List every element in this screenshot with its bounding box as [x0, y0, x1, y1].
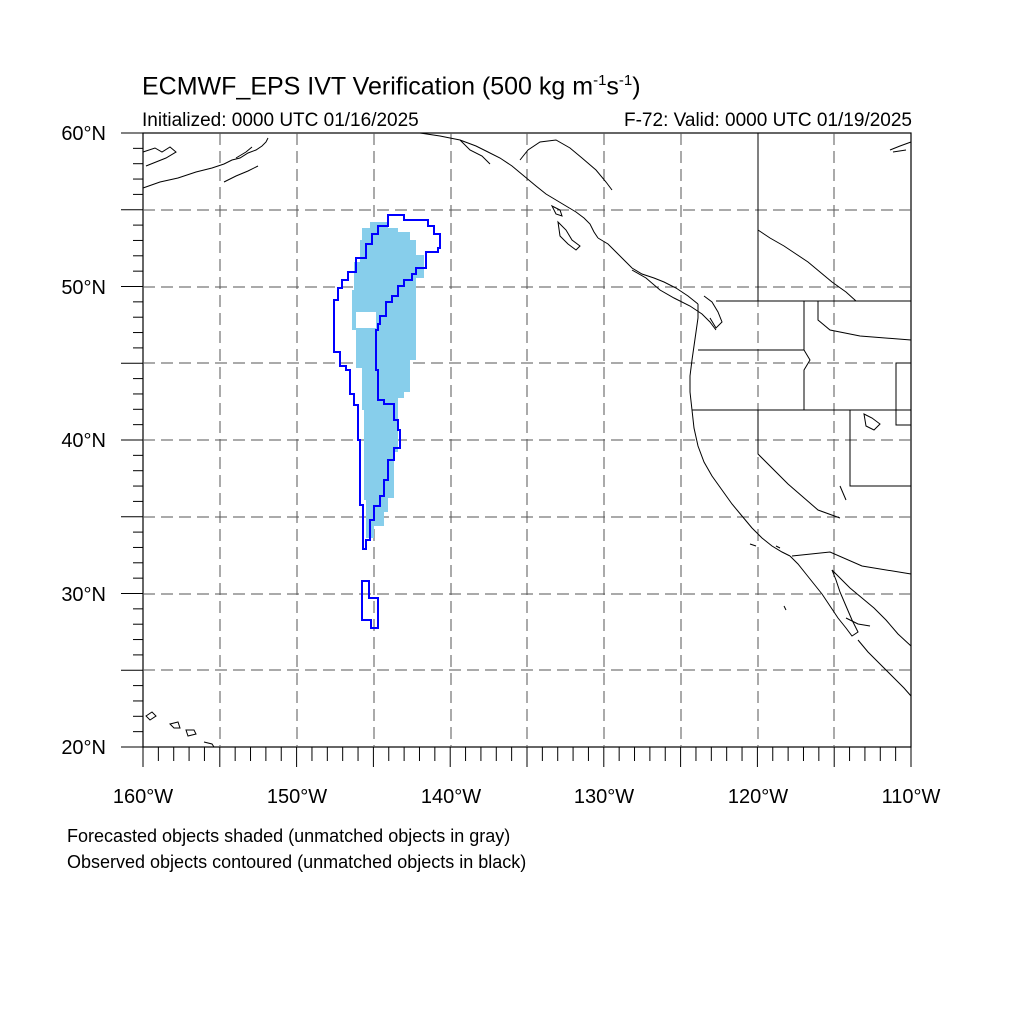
legend-note-observed: Observed objects contoured (unmatched ob… [67, 852, 527, 872]
lon-label-120w: 120°W [727, 786, 789, 808]
legend-note-forecast: Forecasted objects shaded (unmatched obj… [67, 826, 511, 846]
lon-label-140w: 140°W [420, 786, 482, 808]
lat-label-40n: 40°N [61, 430, 106, 452]
observed-contour-main [333, 214, 441, 550]
lon-label-160w: 160°W [112, 786, 174, 808]
lon-label-110w: 110°W [881, 786, 941, 808]
lat-label-20n: 20°N [61, 737, 106, 759]
forecast-gap [356, 312, 376, 328]
coastlines [142, 132, 912, 748]
lat-label-60n: 60°N [61, 123, 106, 145]
tick-marks [121, 132, 912, 767]
initialized-label: Initialized: 0000 UTC 01/16/2025 [142, 110, 419, 131]
map-title: ECMWF_EPS IVT Verification (500 kg m-1s-… [142, 72, 641, 101]
observed-contour-south [361, 580, 379, 629]
observed-ivt-contours [333, 214, 441, 629]
lat-label-50n: 50°N [61, 277, 106, 299]
lon-label-150w: 150°W [266, 786, 328, 808]
forecast-ivt-object [352, 222, 424, 538]
lat-label-30n: 30°N [61, 584, 106, 606]
valid-time-label: F-72: Valid: 0000 UTC 01/19/2025 [624, 110, 912, 131]
lon-label-130w: 130°W [573, 786, 635, 808]
